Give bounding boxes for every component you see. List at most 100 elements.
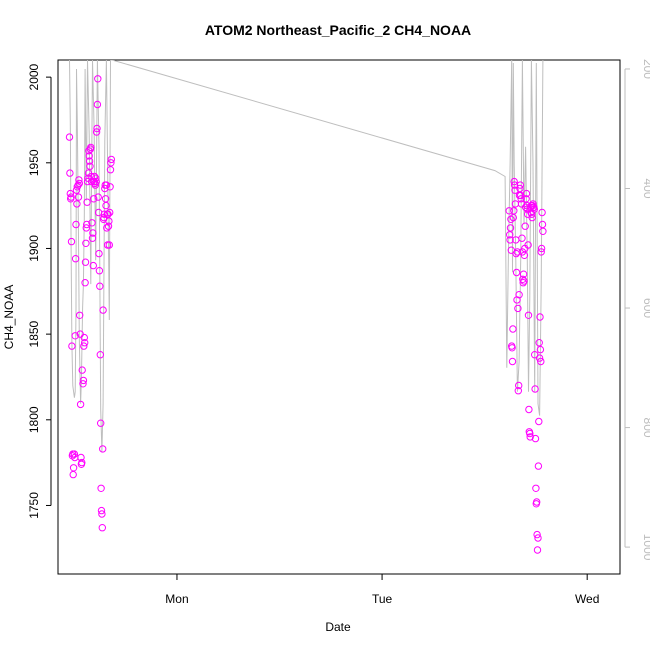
data-point <box>105 241 114 249</box>
data-point <box>93 124 101 133</box>
data-point <box>74 193 83 201</box>
data-point <box>526 429 534 438</box>
y-tick-label: 2000 <box>27 63 41 90</box>
y-axis-label: CH4_NOAA <box>2 285 16 350</box>
data-point <box>99 445 107 453</box>
x-axis: Mon Tue Wed <box>165 573 599 606</box>
data-point <box>537 248 545 256</box>
data-point <box>539 227 547 236</box>
data-point <box>534 462 543 470</box>
data-point <box>73 200 81 208</box>
data-point <box>75 176 83 184</box>
data-point <box>538 208 546 217</box>
data-point <box>92 177 100 186</box>
data-point <box>537 244 546 253</box>
data-point <box>515 381 523 390</box>
data-point <box>531 434 540 443</box>
data-point <box>72 186 81 194</box>
data-point <box>535 339 543 347</box>
points-layer <box>65 75 547 554</box>
y-axis-left: 1750 1800 1850 1900 1950 2000 <box>27 63 52 519</box>
data-point <box>85 152 93 160</box>
y2-tick-label: 600 <box>641 298 650 318</box>
data-point <box>522 189 531 198</box>
data-point <box>97 484 105 492</box>
data-point <box>67 237 76 246</box>
data-point <box>83 198 91 206</box>
data-point <box>71 255 80 263</box>
data-point <box>520 277 528 285</box>
data-point <box>90 172 99 181</box>
data-point <box>518 234 526 242</box>
data-point <box>536 345 545 354</box>
data-point <box>81 279 89 287</box>
data-point <box>83 220 91 229</box>
data-point <box>514 387 522 395</box>
data-point <box>89 261 98 270</box>
data-point <box>510 177 518 186</box>
data-point <box>528 213 536 222</box>
data-point <box>80 342 88 350</box>
data-point <box>80 333 89 342</box>
data-point <box>514 304 522 313</box>
data-point <box>506 231 514 239</box>
data-point <box>78 458 86 467</box>
data-point <box>104 222 113 230</box>
data-point <box>98 524 107 532</box>
data-point <box>525 405 533 414</box>
y-tick-label: 1850 <box>27 320 41 347</box>
data-point <box>92 128 101 136</box>
data-point <box>519 275 527 283</box>
data-point <box>69 464 78 472</box>
data-point <box>94 193 102 201</box>
y-tick-label: 1750 <box>27 492 41 519</box>
data-point <box>99 306 107 314</box>
data-point <box>88 234 97 242</box>
data-point <box>106 166 115 174</box>
data-point <box>506 236 514 244</box>
data-point <box>87 143 95 152</box>
data-point <box>76 400 85 409</box>
data-point <box>93 100 102 109</box>
data-point <box>105 217 113 225</box>
data-point <box>95 267 104 275</box>
data-point <box>511 186 519 194</box>
data-point <box>107 159 115 167</box>
data-point <box>68 342 76 350</box>
data-point <box>103 224 111 232</box>
data-point <box>78 366 86 374</box>
data-point <box>75 179 84 188</box>
data-point <box>508 344 516 352</box>
data-point <box>98 510 106 518</box>
data-point <box>529 200 537 208</box>
data-point <box>95 249 103 258</box>
data-point <box>81 339 89 347</box>
data-point <box>90 195 98 203</box>
data-point <box>531 351 539 359</box>
data-point <box>82 239 90 248</box>
y-tick-label: 1800 <box>27 406 41 433</box>
data-point <box>509 325 517 333</box>
data-point <box>66 169 74 177</box>
data-point <box>510 181 519 189</box>
data-point <box>102 201 110 210</box>
data-point <box>88 219 96 227</box>
data-point <box>72 220 80 229</box>
data-point <box>513 248 522 256</box>
x-tick-label: Tue <box>372 592 393 606</box>
data-point <box>91 181 100 189</box>
data-point <box>517 195 525 203</box>
trajectory-line <box>69 60 544 452</box>
y2-tick-label: 1000 <box>641 534 650 561</box>
data-point <box>85 157 94 165</box>
y-tick-label: 1950 <box>27 149 41 176</box>
data-point <box>86 162 94 170</box>
chart-title: ATOM2 Northeast_Pacific_2 CH4_NOAA <box>205 22 471 38</box>
y2-tick-label: 800 <box>641 418 650 438</box>
data-point <box>81 258 90 266</box>
data-point <box>67 193 75 201</box>
data-point <box>534 534 542 542</box>
data-point <box>104 210 112 218</box>
data-point <box>101 184 109 193</box>
